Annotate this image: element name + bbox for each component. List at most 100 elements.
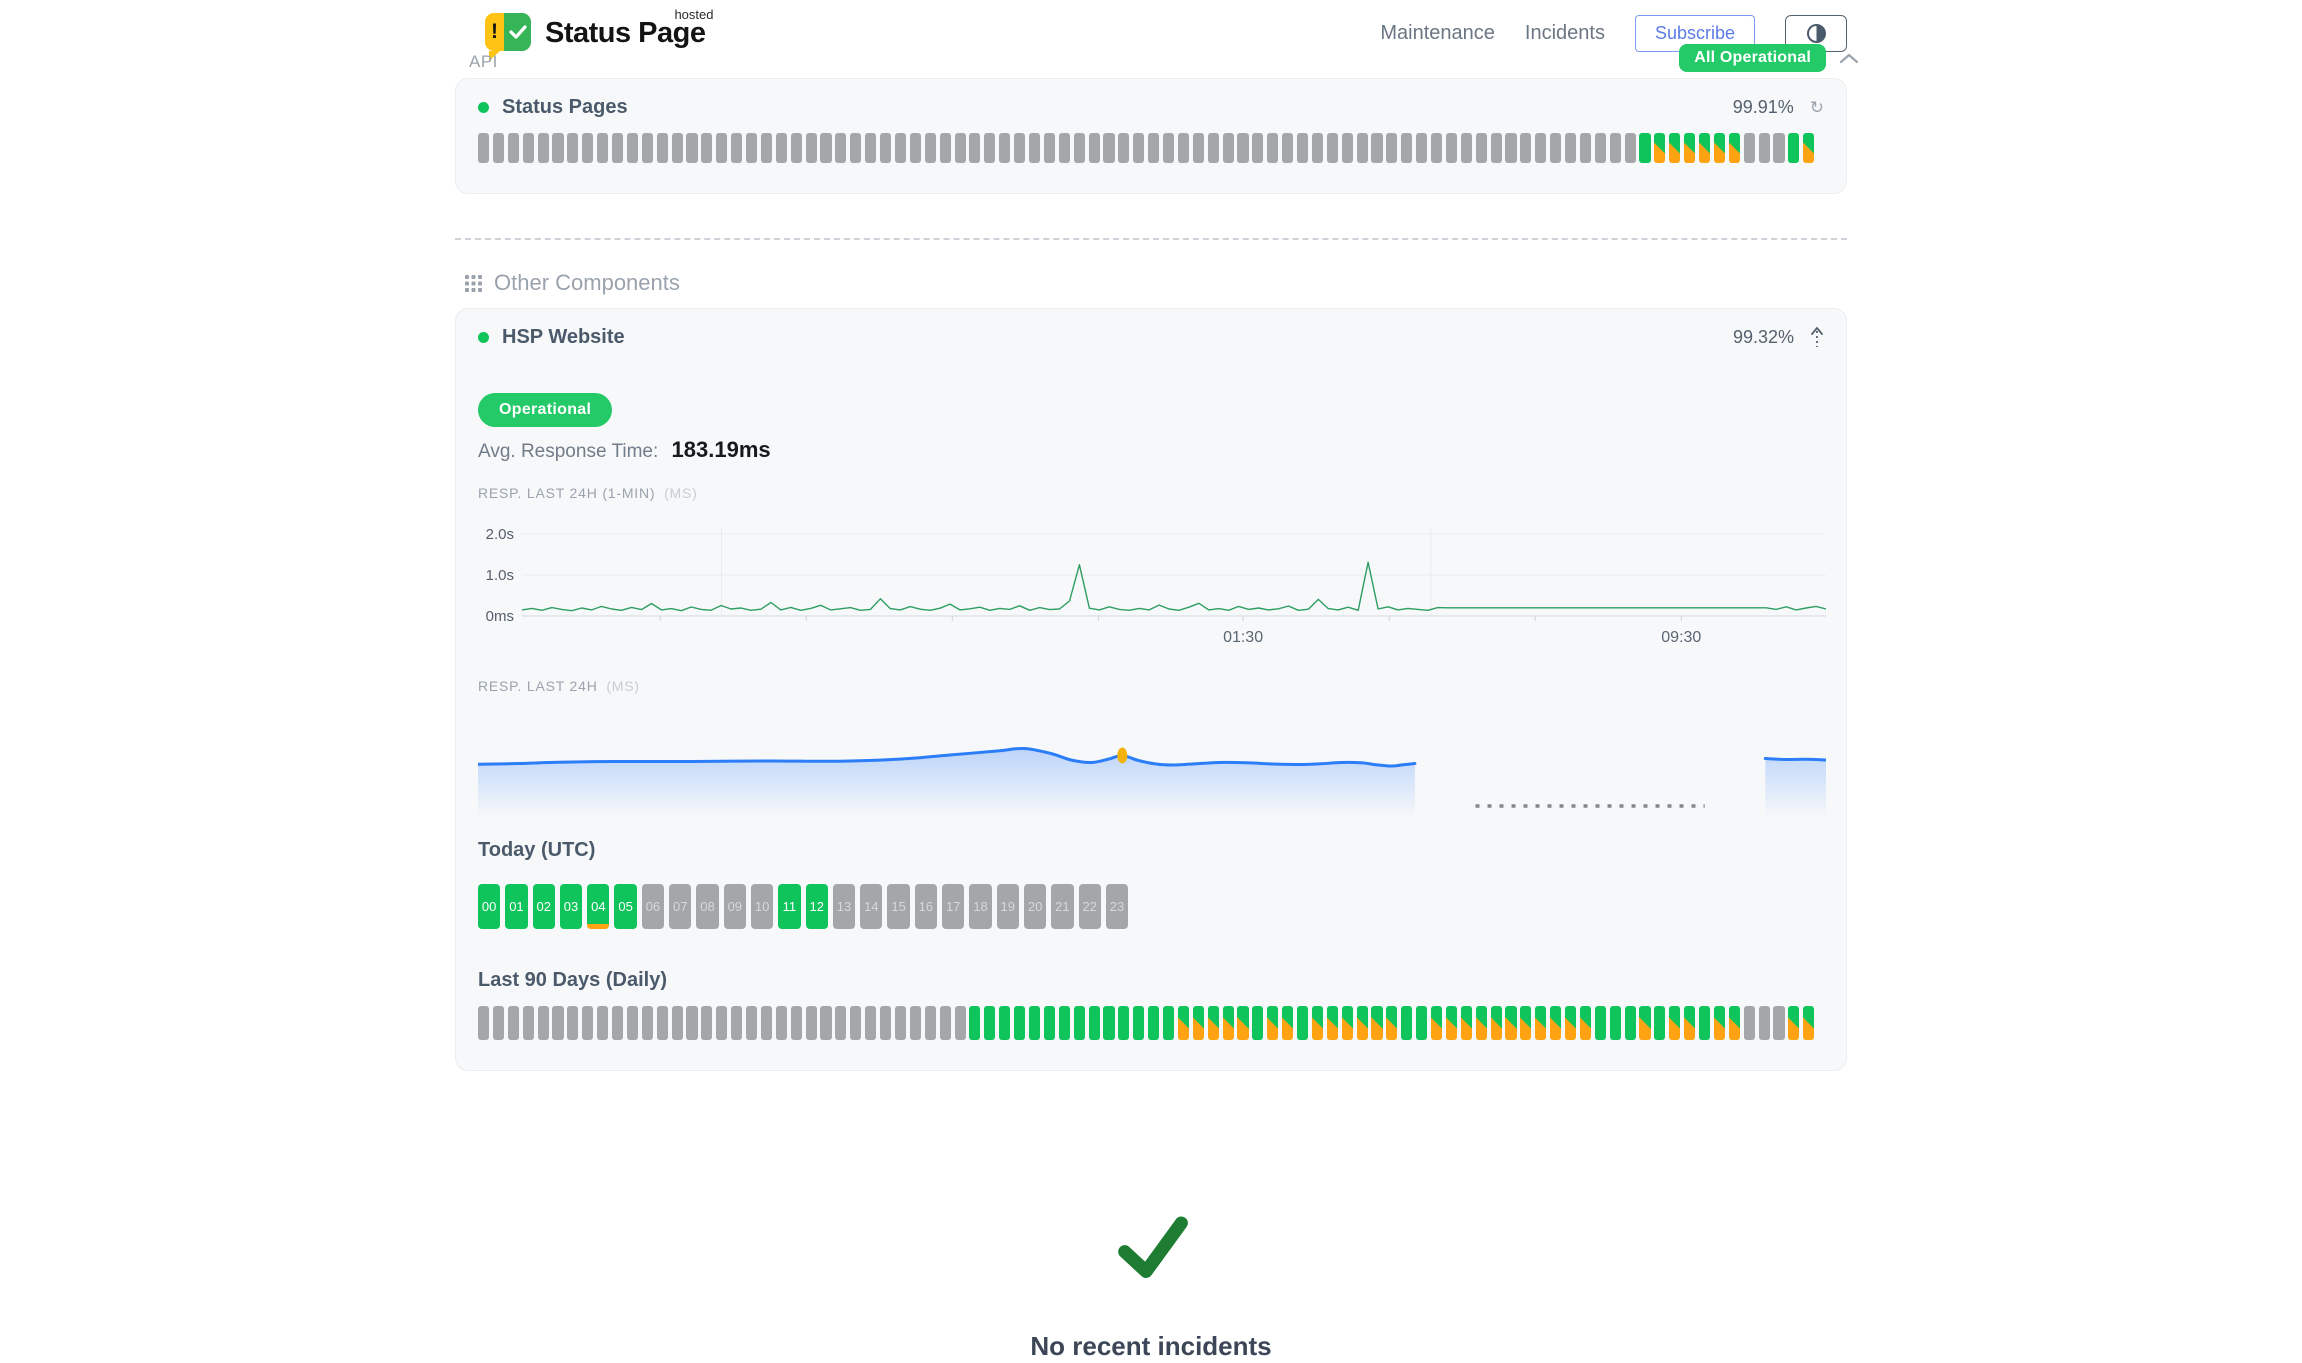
uptime-bar[interactable] — [1267, 1006, 1279, 1040]
hour-block-11[interactable]: 11 — [778, 884, 801, 929]
uptime-bar[interactable] — [1758, 133, 1770, 163]
uptime-bar[interactable] — [969, 1006, 981, 1040]
uptime-bar[interactable] — [686, 1006, 698, 1040]
uptime-bar[interactable] — [1773, 133, 1785, 163]
uptime-bar[interactable] — [984, 1006, 996, 1040]
hour-block-04[interactable]: 04 — [587, 884, 610, 929]
uptime-bar[interactable] — [939, 133, 951, 163]
hour-block-05[interactable]: 05 — [614, 884, 637, 929]
uptime-bar[interactable] — [1684, 1006, 1696, 1040]
uptime-bar[interactable] — [820, 133, 832, 163]
uptime-bar[interactable] — [790, 133, 802, 163]
hour-block-16[interactable]: 16 — [914, 884, 938, 929]
uptime-bar[interactable] — [1386, 1006, 1398, 1040]
uptime-bar[interactable] — [924, 1006, 936, 1040]
uptime-bar[interactable] — [1267, 133, 1279, 163]
uptime-bar[interactable] — [1490, 1006, 1502, 1040]
uptime-bar[interactable] — [492, 133, 504, 163]
uptime-bar[interactable] — [865, 133, 877, 163]
uptime-bar[interactable] — [1028, 1006, 1041, 1040]
uptime-bar[interactable] — [1416, 1006, 1428, 1040]
uptime-bar[interactable] — [1401, 1006, 1413, 1040]
uptime-bar[interactable] — [612, 133, 624, 163]
hour-block-22[interactable]: 22 — [1078, 884, 1101, 929]
uptime-bar[interactable] — [1237, 1006, 1249, 1040]
uptime-bar[interactable] — [1088, 1006, 1100, 1040]
hour-block-19[interactable]: 19 — [996, 884, 1019, 929]
uptime-bar[interactable] — [1624, 133, 1636, 163]
uptime-bar[interactable] — [1431, 133, 1443, 163]
uptime-bar[interactable] — [1654, 133, 1666, 163]
uptime-bar[interactable] — [1743, 133, 1755, 163]
uptime-bar[interactable] — [835, 133, 847, 163]
uptime-bar[interactable] — [612, 1006, 624, 1040]
uptime-bar[interactable] — [954, 1006, 966, 1040]
uptime-bar[interactable] — [775, 1006, 787, 1040]
uptime-bar[interactable] — [507, 1006, 519, 1040]
uptime-bar[interactable] — [1014, 133, 1026, 163]
uptime-bar[interactable] — [582, 1006, 594, 1040]
nav-maintenance[interactable]: Maintenance — [1380, 21, 1495, 44]
uptime-bar[interactable] — [1803, 133, 1815, 163]
uptime-bar[interactable] — [1713, 133, 1726, 163]
uptime-bar[interactable] — [1386, 133, 1398, 163]
uptime-bar[interactable] — [1579, 1006, 1591, 1040]
uptime-bar[interactable] — [641, 1006, 653, 1040]
hour-block-09[interactable]: 09 — [723, 884, 746, 929]
uptime-bar[interactable] — [1699, 1006, 1711, 1040]
hour-block-21[interactable]: 21 — [1051, 884, 1074, 929]
uptime-bar[interactable] — [1311, 1006, 1323, 1040]
uptime-bar[interactable] — [1103, 133, 1115, 163]
uptime-bar[interactable] — [1788, 133, 1800, 163]
uptime-bar[interactable] — [656, 133, 668, 163]
uptime-bar[interactable] — [731, 1006, 743, 1040]
uptime-bar[interactable] — [626, 1006, 638, 1040]
uptime-bar[interactable] — [1103, 1006, 1115, 1040]
uptime-bar[interactable] — [597, 1006, 609, 1040]
uptime-bar[interactable] — [775, 133, 787, 163]
uptime-bar[interactable] — [805, 1006, 817, 1040]
uptime-bar[interactable] — [1609, 133, 1621, 163]
hour-block-23[interactable]: 23 — [1105, 884, 1129, 929]
uptime-bar[interactable] — [1148, 133, 1160, 163]
uptime-bar[interactable] — [1505, 1006, 1517, 1040]
uptime-bar[interactable] — [626, 133, 638, 163]
chevron-up-icon[interactable] — [1839, 52, 1859, 65]
uptime-bar[interactable] — [1669, 1006, 1681, 1040]
uptime-bar[interactable] — [1177, 1006, 1189, 1040]
uptime-bar[interactable] — [1296, 133, 1309, 163]
uptime-bar[interactable] — [1401, 133, 1413, 163]
uptime-bar[interactable] — [850, 1006, 862, 1040]
uptime-bar[interactable] — [716, 133, 728, 163]
uptime-bar[interactable] — [1133, 133, 1145, 163]
uptime-bar[interactable] — [1416, 133, 1428, 163]
uptime-bar[interactable] — [924, 133, 936, 163]
uptime-bar[interactable] — [567, 1006, 579, 1040]
uptime-bar[interactable] — [1371, 133, 1383, 163]
uptime-bar[interactable] — [1639, 133, 1651, 163]
uptime-bar[interactable] — [1177, 133, 1189, 163]
uptime-bar[interactable] — [1713, 1006, 1726, 1040]
uptime-bar[interactable] — [850, 133, 862, 163]
uptime-bar[interactable] — [1475, 1006, 1487, 1040]
uptime-bar[interactable] — [1341, 1006, 1353, 1040]
hour-block-01[interactable]: 01 — [505, 884, 528, 929]
uptime-bar[interactable] — [1356, 133, 1368, 163]
uptime-bar[interactable] — [1356, 1006, 1368, 1040]
uptime-bar[interactable] — [909, 133, 921, 163]
uptime-bar[interactable] — [552, 1006, 564, 1040]
uptime-bar[interactable] — [954, 133, 966, 163]
uptime-bar[interactable] — [1073, 1006, 1085, 1040]
uptime-bar[interactable] — [1311, 133, 1323, 163]
uptime-bar[interactable] — [1088, 133, 1100, 163]
uptime-bar[interactable] — [478, 133, 490, 163]
uptime-bar[interactable] — [1550, 133, 1562, 163]
uptime-bar[interactable] — [1490, 133, 1502, 163]
uptime-bar[interactable] — [1654, 1006, 1666, 1040]
uptime-bar[interactable] — [820, 1006, 832, 1040]
uptime-bar[interactable] — [671, 1006, 683, 1040]
uptime-bar[interactable] — [1520, 1006, 1532, 1040]
uptime-bar[interactable] — [686, 133, 698, 163]
uptime-bar[interactable] — [1148, 1006, 1160, 1040]
uptime-bar[interactable] — [1669, 133, 1681, 163]
